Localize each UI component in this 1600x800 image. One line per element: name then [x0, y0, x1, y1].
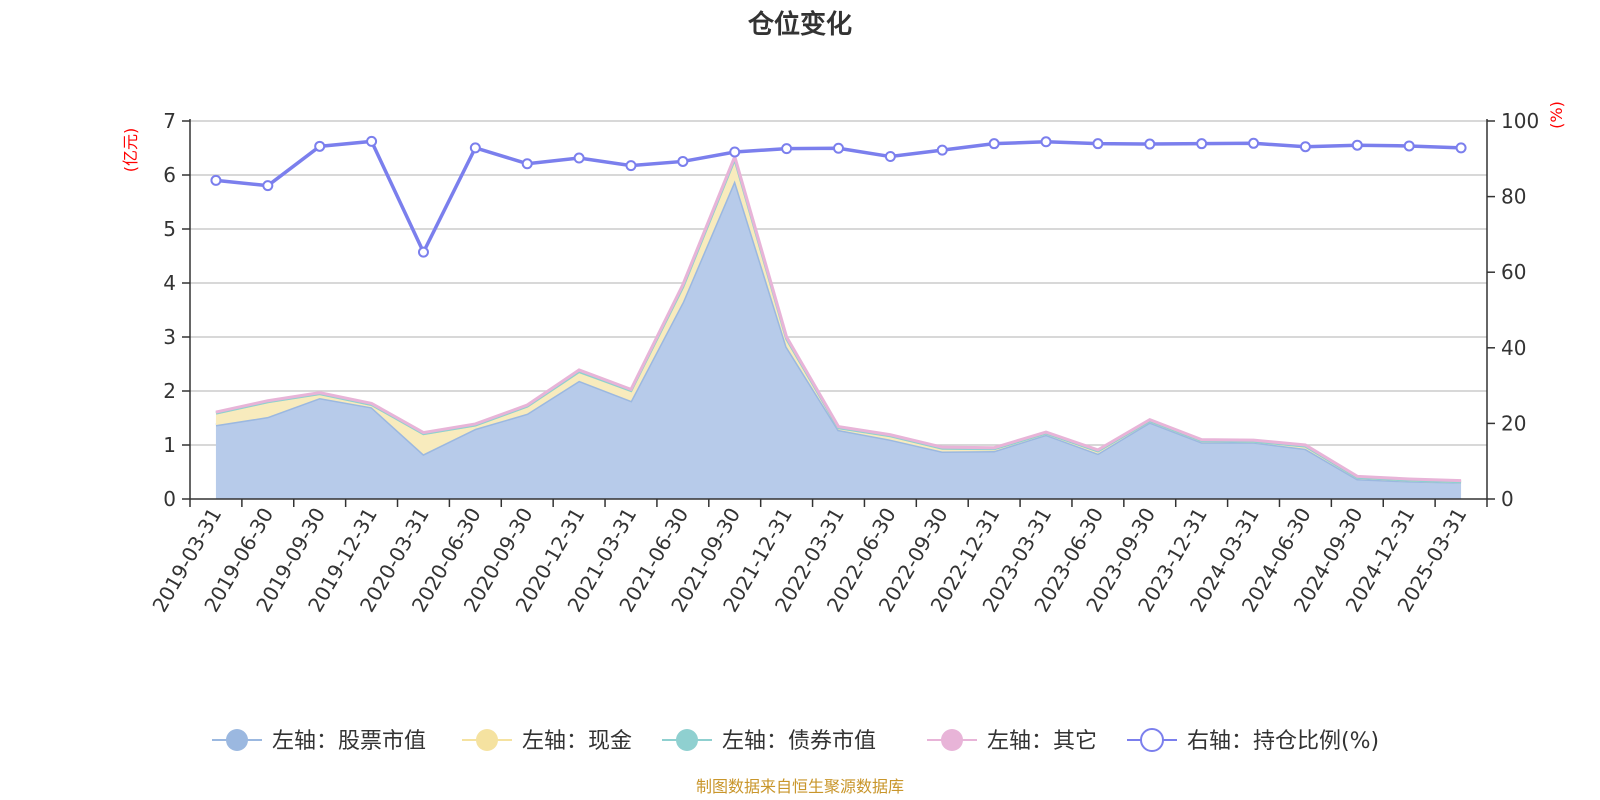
legend-marker-bond — [676, 729, 698, 751]
ratio-point — [625, 160, 637, 172]
ratio-point — [884, 151, 896, 163]
area-series-edge-4 — [215, 152, 1462, 483]
ratio-point — [210, 174, 222, 186]
legend-marker-ratio — [1140, 728, 1164, 752]
chart-title: 仓位变化 — [747, 9, 852, 40]
legend-marker-cash — [476, 729, 498, 751]
source-note: 制图数据来自恒生聚源数据库 — [696, 777, 904, 796]
axes: 012345670204060801002019-03-312019-06-30… — [147, 109, 1539, 616]
area-series-1 — [215, 180, 1462, 499]
left-axis-tick-label: 1 — [163, 433, 176, 457]
stacked-areas — [215, 152, 1462, 499]
left-axis-unit: (亿元) — [121, 128, 140, 173]
ratio-point — [521, 158, 533, 170]
left-axis-tick-label: 2 — [163, 379, 176, 403]
legend-label-stock: 左轴：股票市值 — [272, 729, 426, 754]
right-axis-tick-label: 60 — [1501, 260, 1526, 284]
ratio-point — [1196, 138, 1208, 150]
legend-label-bond: 左轴：债券市值 — [722, 729, 876, 754]
ratio-point — [469, 142, 481, 154]
legend: 左轴：股票市值 左轴：现金 左轴：债券市值 左轴：其它 右轴：持仓比例(%) — [212, 728, 1379, 754]
ratio-point — [988, 138, 1000, 150]
ratio-point — [262, 180, 274, 192]
legend-label-ratio: 右轴：持仓比例(%) — [1187, 729, 1379, 754]
ratio-point — [677, 155, 689, 167]
right-axis-tick-label: 80 — [1501, 185, 1526, 209]
grid-lines — [190, 120, 1487, 446]
ratio-point — [573, 152, 585, 164]
legend-label-other: 左轴：其它 — [987, 729, 1097, 754]
right-axis-tick-label: 20 — [1501, 411, 1526, 435]
right-axis-unit: (%) — [1547, 101, 1566, 129]
ratio-point — [314, 140, 326, 152]
left-axis-tick-label: 7 — [163, 109, 176, 133]
left-axis-tick-label: 3 — [163, 325, 176, 349]
ratio-point — [1455, 142, 1467, 154]
ratio-point — [366, 135, 378, 147]
ratio-point — [1040, 136, 1052, 148]
left-axis-tick-label: 6 — [163, 163, 176, 187]
right-axis-tick-label: 40 — [1501, 336, 1526, 360]
ratio-point — [781, 143, 793, 155]
ratio-point — [1248, 137, 1260, 149]
left-axis-tick-label: 0 — [163, 487, 176, 511]
ratio-point — [936, 144, 948, 156]
left-axis-tick-label: 4 — [163, 271, 176, 295]
right-axis-tick-label: 100 — [1501, 109, 1539, 133]
left-axis-tick-label: 5 — [163, 217, 176, 241]
legend-marker-stock — [226, 729, 248, 751]
ratio-line — [210, 135, 1467, 258]
ratio-point — [1351, 139, 1363, 151]
ratio-point — [1299, 141, 1311, 153]
ratio-point — [729, 146, 741, 158]
legend-marker-other — [941, 729, 963, 751]
ratio-point — [1144, 138, 1156, 150]
ratio-point — [1092, 138, 1104, 150]
ratio-point — [1403, 140, 1415, 152]
ratio-line-path — [215, 139, 1462, 257]
legend-label-cash: 左轴：现金 — [522, 729, 632, 754]
ratio-point — [833, 142, 844, 154]
right-axis-tick-label: 0 — [1501, 487, 1514, 511]
ratio-point — [417, 246, 429, 258]
